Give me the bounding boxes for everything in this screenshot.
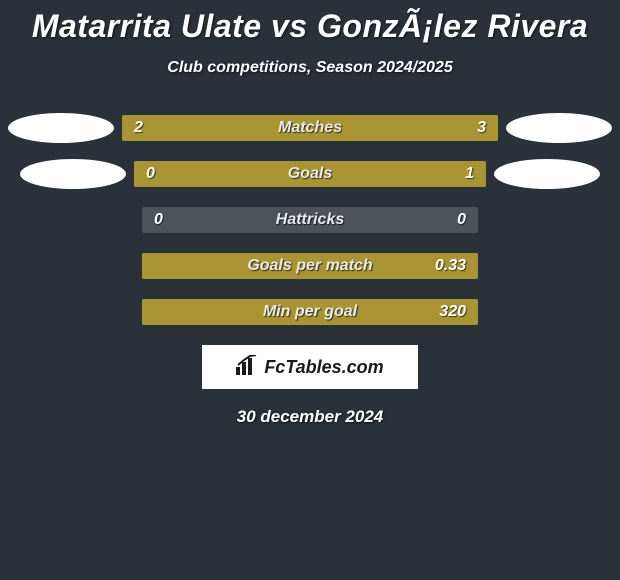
stat-value-right: 320 <box>439 299 466 325</box>
stat-value-left: 0 <box>154 207 163 233</box>
stat-row: 0.33 Goals per match <box>0 253 620 279</box>
stat-rows: 2 3 Matches 0 1 Goals 0 0 Hattricks 0.33 Goals per… <box>0 115 620 325</box>
stat-value-right: 0.33 <box>435 253 466 279</box>
bar-fill-left <box>122 115 272 141</box>
stat-bar: 2 3 Matches <box>122 115 498 141</box>
stat-value-right: 0 <box>457 207 466 233</box>
stat-bar: 0 0 Hattricks <box>142 207 478 233</box>
stat-label: Goals per match <box>247 253 372 279</box>
team-badge-right <box>506 113 612 143</box>
stat-value-right: 3 <box>477 115 486 141</box>
stat-label: Matches <box>278 115 342 141</box>
stat-value-left: 0 <box>146 161 155 187</box>
date-line: 30 december 2024 <box>0 407 620 427</box>
branding-text: FcTables.com <box>264 357 383 378</box>
team-badge-left <box>8 113 114 143</box>
stat-bar: 0 1 Goals <box>134 161 486 187</box>
stat-row: 0 1 Goals <box>0 161 620 187</box>
stat-row: 2 3 Matches <box>0 115 620 141</box>
stat-row: 320 Min per goal <box>0 299 620 325</box>
branding-badge: FcTables.com <box>202 345 418 389</box>
page-title: Matarrita Ulate vs GonzÃ¡lez Rivera <box>0 8 620 45</box>
stat-label: Hattricks <box>276 207 344 233</box>
stat-row: 0 0 Hattricks <box>0 207 620 233</box>
stat-bar: 320 Min per goal <box>142 299 478 325</box>
comparison-infographic: Matarrita Ulate vs GonzÃ¡lez Rivera Club… <box>0 0 620 427</box>
stat-bar: 0.33 Goals per match <box>142 253 478 279</box>
stat-label: Min per goal <box>263 299 357 325</box>
subtitle: Club competitions, Season 2024/2025 <box>0 59 620 77</box>
stat-value-right: 1 <box>465 161 474 187</box>
team-badge-right <box>494 159 600 189</box>
stat-value-left: 2 <box>134 115 143 141</box>
stat-label: Goals <box>288 161 332 187</box>
team-badge-left <box>20 159 126 189</box>
chart-icon <box>236 355 258 380</box>
